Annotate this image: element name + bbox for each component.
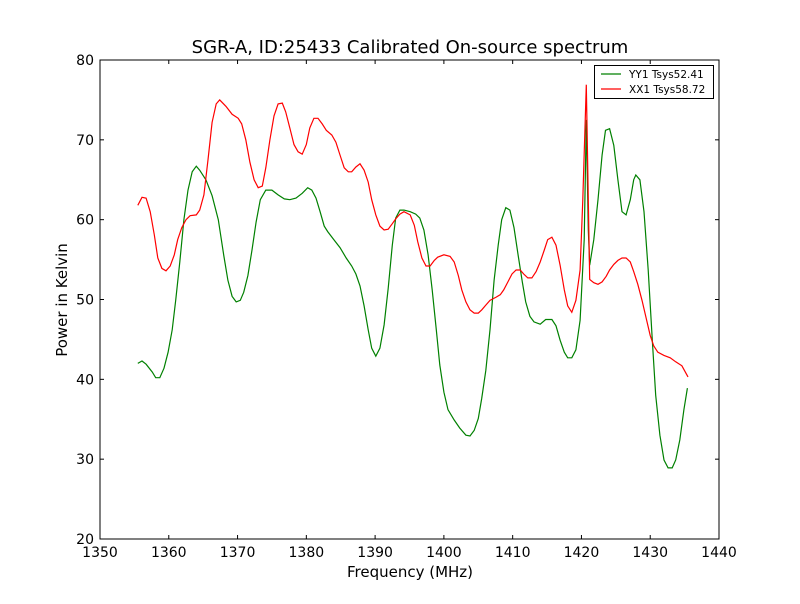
y-tick-label: 70: [76, 133, 94, 149]
x-tick-label: 1390: [357, 545, 393, 561]
chart-title: SGR-A, ID:25433 Calibrated On-source spe…: [192, 37, 629, 58]
plot-area-frame: [99, 59, 720, 540]
x-tick-label: 1350: [82, 545, 118, 561]
x-tick-label: 1430: [632, 545, 668, 561]
x-tick-label: 1400: [426, 545, 462, 561]
y-tick-label: 60: [76, 213, 94, 229]
y-tick-label: 30: [76, 452, 94, 468]
y-tick-label: 50: [76, 293, 94, 309]
ticks-layer: 1350 1360 1370 1380 1390 1400 1410 1420 1430 1440…: [76, 53, 737, 561]
x-tick-label: 1360: [151, 545, 187, 561]
y-tick-label: 40: [76, 372, 94, 388]
x-tick-label: 1420: [564, 545, 600, 561]
y-axis-label: Power in Kelvin: [53, 243, 71, 357]
y-tick-label: 80: [76, 53, 94, 69]
y-tick-label: 20: [76, 532, 94, 548]
x-tick-label: 1440: [701, 545, 737, 561]
legend-label-xx1: XX1 Tsys58.72: [629, 84, 705, 96]
series-layer: [137, 84, 689, 469]
legend-label-yy1: YY1 Tsys52.41: [628, 69, 704, 81]
series-line-yy1: [137, 119, 688, 469]
legend-box: [594, 65, 714, 99]
x-axis-label: Frequency (MHz): [347, 563, 473, 581]
series-line-xx1: [137, 84, 689, 378]
x-tick-label: 1410: [495, 545, 531, 561]
x-tick-label: 1370: [220, 545, 256, 561]
legend: YY1 Tsys52.41 XX1 Tsys58.72: [594, 65, 714, 99]
x-tick-label: 1380: [289, 545, 325, 561]
